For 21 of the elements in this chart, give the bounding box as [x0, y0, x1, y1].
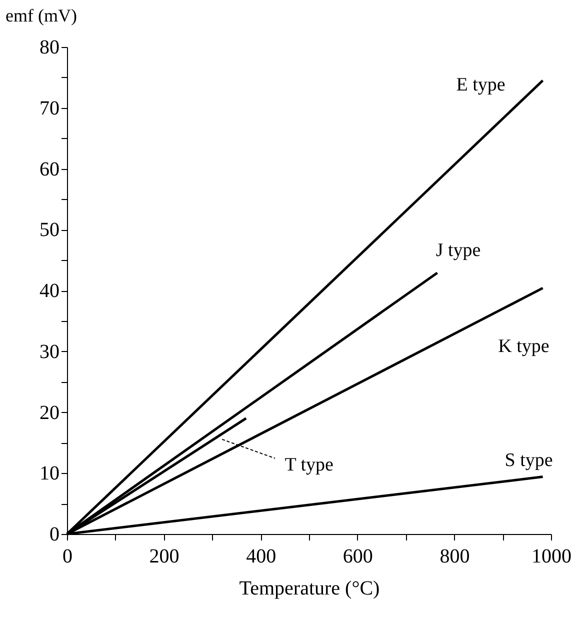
y-tick-label: 20 — [40, 402, 60, 424]
x-tick-label: 800 — [440, 546, 470, 568]
x-tick-label: 200 — [149, 546, 180, 568]
x-tick-label: 400 — [246, 546, 276, 568]
series-label: J type — [436, 240, 481, 261]
series-label: K type — [498, 336, 550, 358]
y-tick-label: 60 — [40, 158, 60, 180]
y-axis-title: emf (mV) — [6, 6, 77, 26]
y-tick-label: 40 — [40, 280, 60, 302]
y-tick-label: 10 — [40, 462, 60, 485]
y-tick-label: 30 — [40, 340, 60, 363]
y-tick-label: 70 — [40, 97, 60, 120]
y-tick-label: 0 — [50, 524, 60, 546]
y-tick-label: 50 — [40, 219, 60, 242]
y-tick-label: 80 — [40, 36, 60, 58]
text: T type — [284, 454, 334, 476]
series-label: E type — [456, 74, 506, 96]
series-label: S type — [504, 450, 553, 471]
x-tick-label: 1000 — [532, 546, 572, 568]
x-tick-label: 600 — [342, 546, 373, 568]
x-axis-title: Temperature (°C) — [239, 578, 380, 600]
